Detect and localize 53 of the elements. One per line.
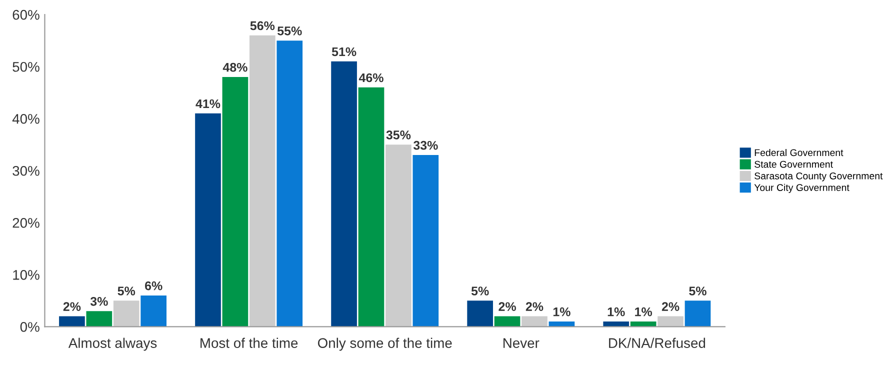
data-label: 1% [635, 307, 652, 316]
data-label: 5% [471, 286, 489, 296]
y-tick-label: 30% [12, 166, 40, 176]
x-tick-label: Never [504, 338, 540, 348]
data-label: 3% [90, 296, 108, 306]
y-tick-label: 10% [13, 270, 40, 280]
data-label: 55% [278, 26, 302, 36]
data-label: 41% [196, 99, 220, 108]
data-label: 5% [118, 286, 136, 296]
bar [684, 300, 711, 327]
y-tick-label: 60% [12, 10, 40, 20]
bar [467, 300, 493, 327]
bar [276, 40, 303, 327]
bar [113, 300, 140, 327]
legend-label: Federal Government [754, 148, 844, 156]
x-tick-label: Only some of the time [318, 338, 452, 351]
bar [249, 35, 276, 327]
bar [222, 77, 248, 327]
bar [140, 295, 167, 327]
y-tick-label: 40% [12, 114, 40, 124]
bar [412, 155, 439, 327]
y-tick-label: 0% [20, 322, 40, 332]
data-label: 56% [250, 21, 275, 30]
x-tick-label: DK/NA/Refused [609, 338, 706, 348]
data-label: 1% [553, 307, 570, 316]
y-tick-label: 50% [12, 62, 40, 72]
data-label: 6% [145, 281, 162, 290]
bar [386, 144, 412, 327]
data-label: 51% [332, 47, 356, 56]
bar [86, 311, 112, 327]
bar [522, 316, 548, 327]
data-label: 2% [63, 302, 81, 311]
data-label: 33% [413, 140, 438, 150]
data-label: 2% [662, 302, 680, 311]
bar [358, 87, 384, 327]
data-label: 2% [498, 302, 516, 311]
legend-label: Sarasota County Government [754, 172, 883, 182]
x-tick-label: Most of the time [200, 338, 298, 348]
data-label: 5% [689, 286, 706, 296]
bar [195, 113, 221, 327]
legend-label: State Government [754, 160, 833, 168]
data-label: 35% [386, 130, 411, 140]
data-label: 48% [222, 62, 248, 72]
data-label: 1% [608, 307, 625, 316]
bar [658, 316, 684, 327]
bar [59, 316, 85, 327]
data-label: 46% [358, 73, 384, 82]
legend-label: Your City Government [754, 184, 850, 193]
y-tick-label: 20% [12, 218, 40, 228]
x-tick-label: Almost always [68, 338, 157, 351]
data-label: 2% [526, 302, 544, 311]
bar [331, 61, 357, 327]
bar [494, 316, 520, 327]
